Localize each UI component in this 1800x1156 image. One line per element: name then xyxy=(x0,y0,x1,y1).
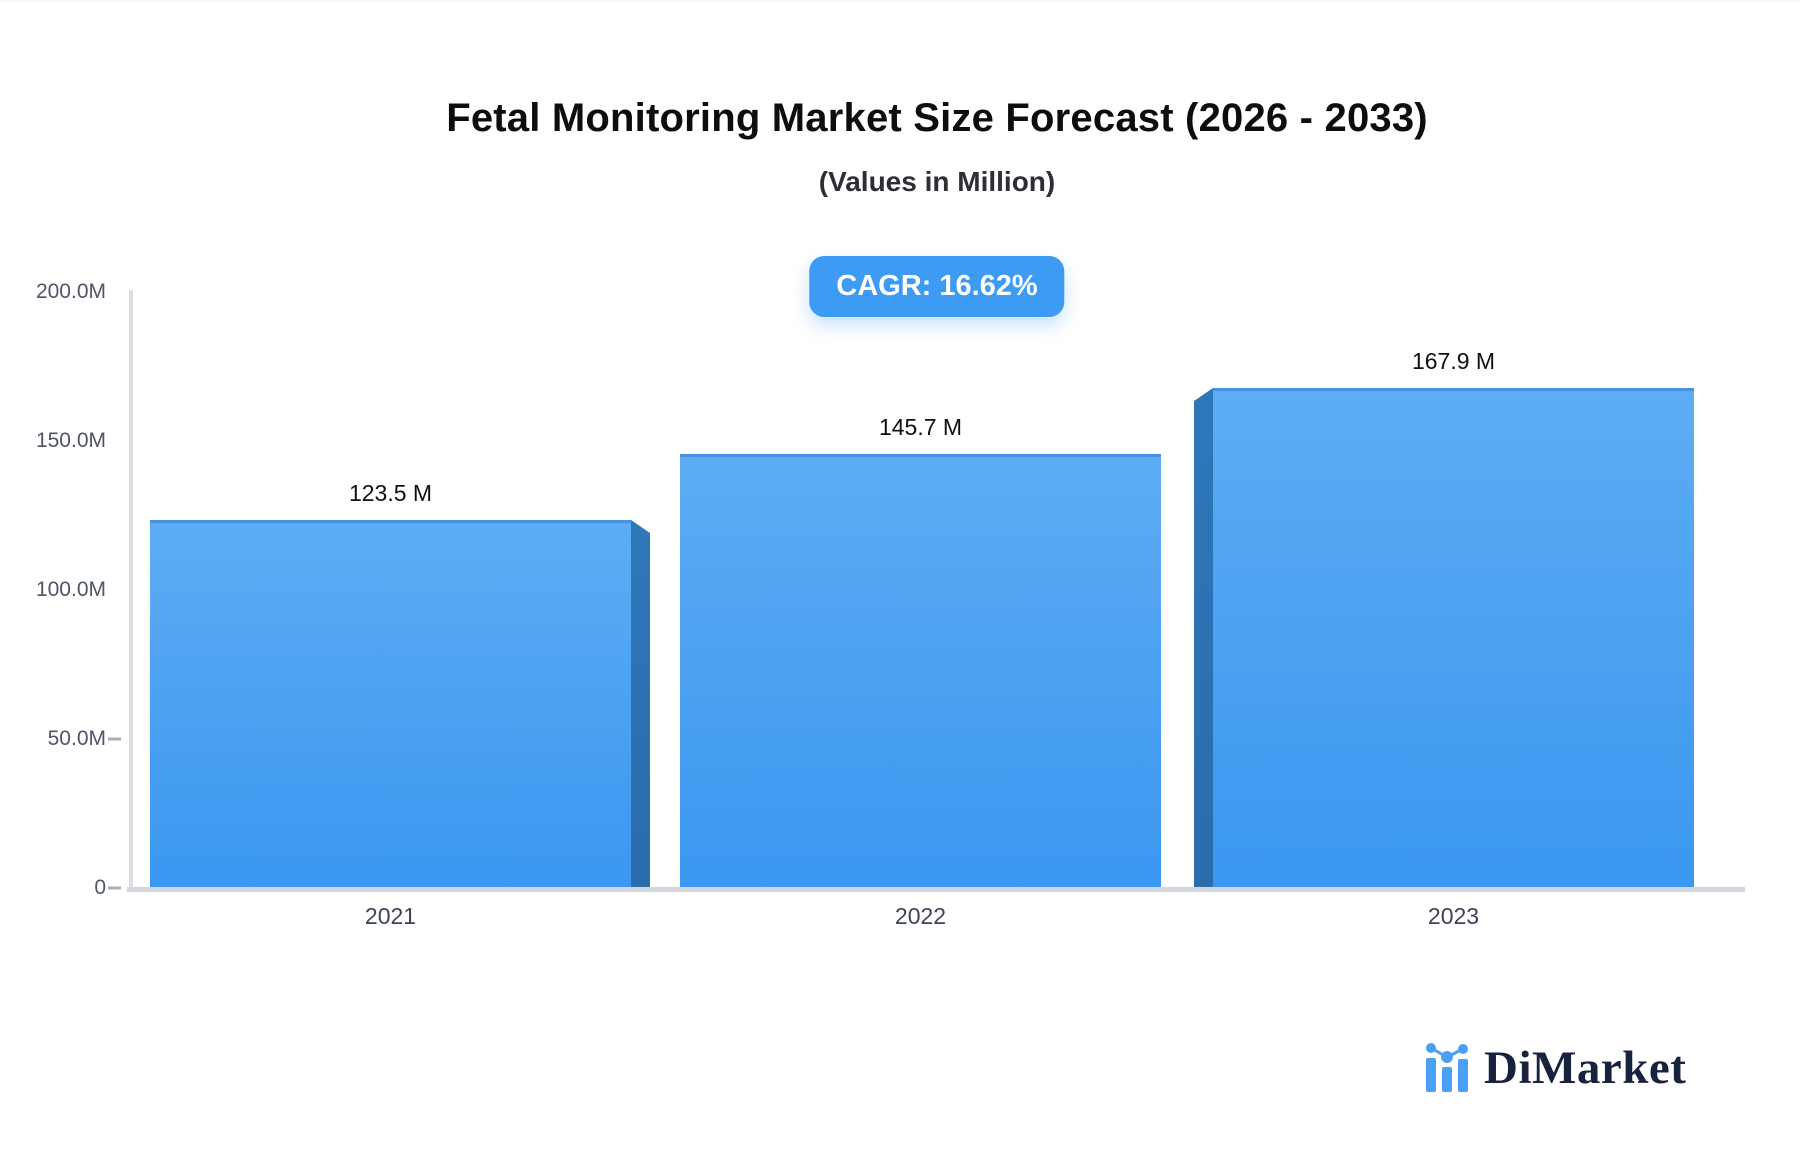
x-axis-label-2023: 2023 xyxy=(1427,903,1480,929)
bar-value-label-2022: 145.7 M xyxy=(878,414,963,440)
page-top-strip xyxy=(0,0,1800,3)
bar-2022[interactable] xyxy=(680,454,1161,887)
x-axis-label-2021: 2021 xyxy=(364,903,417,929)
bar-value-label-2021: 123.5 M xyxy=(348,480,433,506)
y-axis-line xyxy=(129,290,133,889)
cagr-badge: CAGR: 16.62% xyxy=(809,256,1065,317)
bar-2021-3d-side xyxy=(631,520,650,887)
bar-value-label-2023: 167.9 M xyxy=(1411,348,1496,374)
x-axis-label-2022: 2022 xyxy=(894,903,947,929)
dimarket-logo: DiMarket xyxy=(1424,1040,1686,1092)
y-axis-tick-label: 50.0M xyxy=(47,727,106,750)
chart-title: Fetal Monitoring Market Size Forecast (2… xyxy=(446,96,1428,140)
y-axis-tick-label: 0 xyxy=(94,876,106,899)
bar-2023[interactable] xyxy=(1213,388,1694,887)
y-axis-tick-label: 150.0M xyxy=(35,429,106,452)
bar-2021[interactable] xyxy=(150,520,631,887)
bar-2023-3d-side xyxy=(1194,388,1213,887)
y-axis-tick-mark xyxy=(108,737,121,741)
y-axis-tick-label: 200.0M xyxy=(35,280,106,303)
y-axis-tick-mark xyxy=(108,886,121,890)
dimarket-logo-text: DiMarket xyxy=(1484,1041,1687,1094)
mini-bar-chart-icon xyxy=(1426,1043,1468,1092)
y-axis-tick-label: 100.0M xyxy=(35,578,106,601)
x-axis-baseline xyxy=(127,887,1745,892)
chart-subtitle: (Values in Million) xyxy=(818,166,1056,197)
